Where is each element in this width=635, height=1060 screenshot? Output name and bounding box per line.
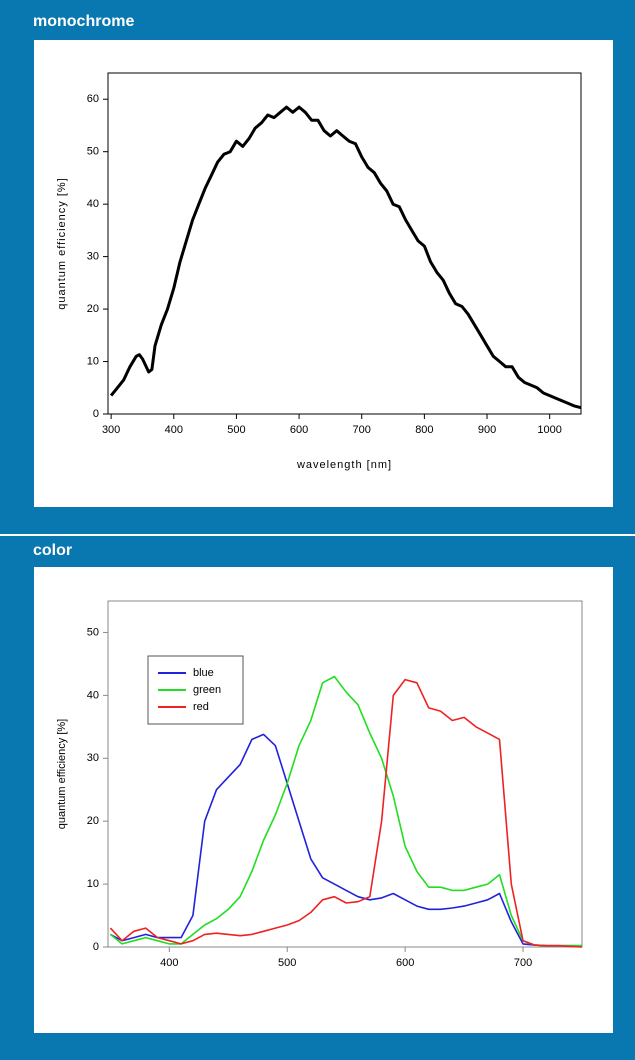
y-tick-label: 20 [87,303,99,315]
data-line [109,675,582,947]
panel-title: monochrome [33,13,134,30]
y-tick-label: 0 [93,408,99,420]
data-line [110,733,582,947]
y-tick-label: 10 [87,355,99,367]
x-tick-label: 700 [514,957,532,969]
y-tick-label: 10 [87,878,99,890]
y-tick-label: 40 [87,689,99,701]
x-tick-label: 400 [165,424,183,436]
data-line [109,105,582,410]
y-axis-label: quantum efficiency [%] [56,177,68,309]
x-tick-label: 300 [102,424,120,436]
panel-title: color [33,542,72,559]
x-tick-label: 900 [478,424,496,436]
plot-frame [107,600,583,948]
data-line [109,678,583,948]
panel [34,567,613,1033]
y-tick-label: 60 [87,93,99,105]
x-tick-label: 1000 [537,424,561,436]
plot-frame [107,72,582,415]
x-tick-label: 500 [278,957,296,969]
y-axis-label: quantum efficiency [%] [56,719,68,829]
y-tick-label: 20 [87,815,99,827]
y-tick-label: 50 [87,146,99,158]
panel [34,40,613,507]
x-axis-label: wavelength [nm] [296,459,392,471]
legend-label: green [193,684,221,696]
y-tick-label: 40 [87,198,99,210]
legend-label: red [193,701,209,713]
x-tick-label: 800 [415,424,433,436]
y-tick-label: 50 [87,626,99,638]
y-tick-label: 30 [87,752,99,764]
x-tick-label: 600 [290,424,308,436]
legend-label: blue [193,667,214,679]
x-tick-label: 600 [396,957,414,969]
x-tick-label: 400 [160,957,178,969]
y-tick-label: 0 [93,941,99,953]
x-tick-label: 500 [227,424,245,436]
x-tick-label: 700 [353,424,371,436]
y-tick-label: 30 [87,251,99,263]
